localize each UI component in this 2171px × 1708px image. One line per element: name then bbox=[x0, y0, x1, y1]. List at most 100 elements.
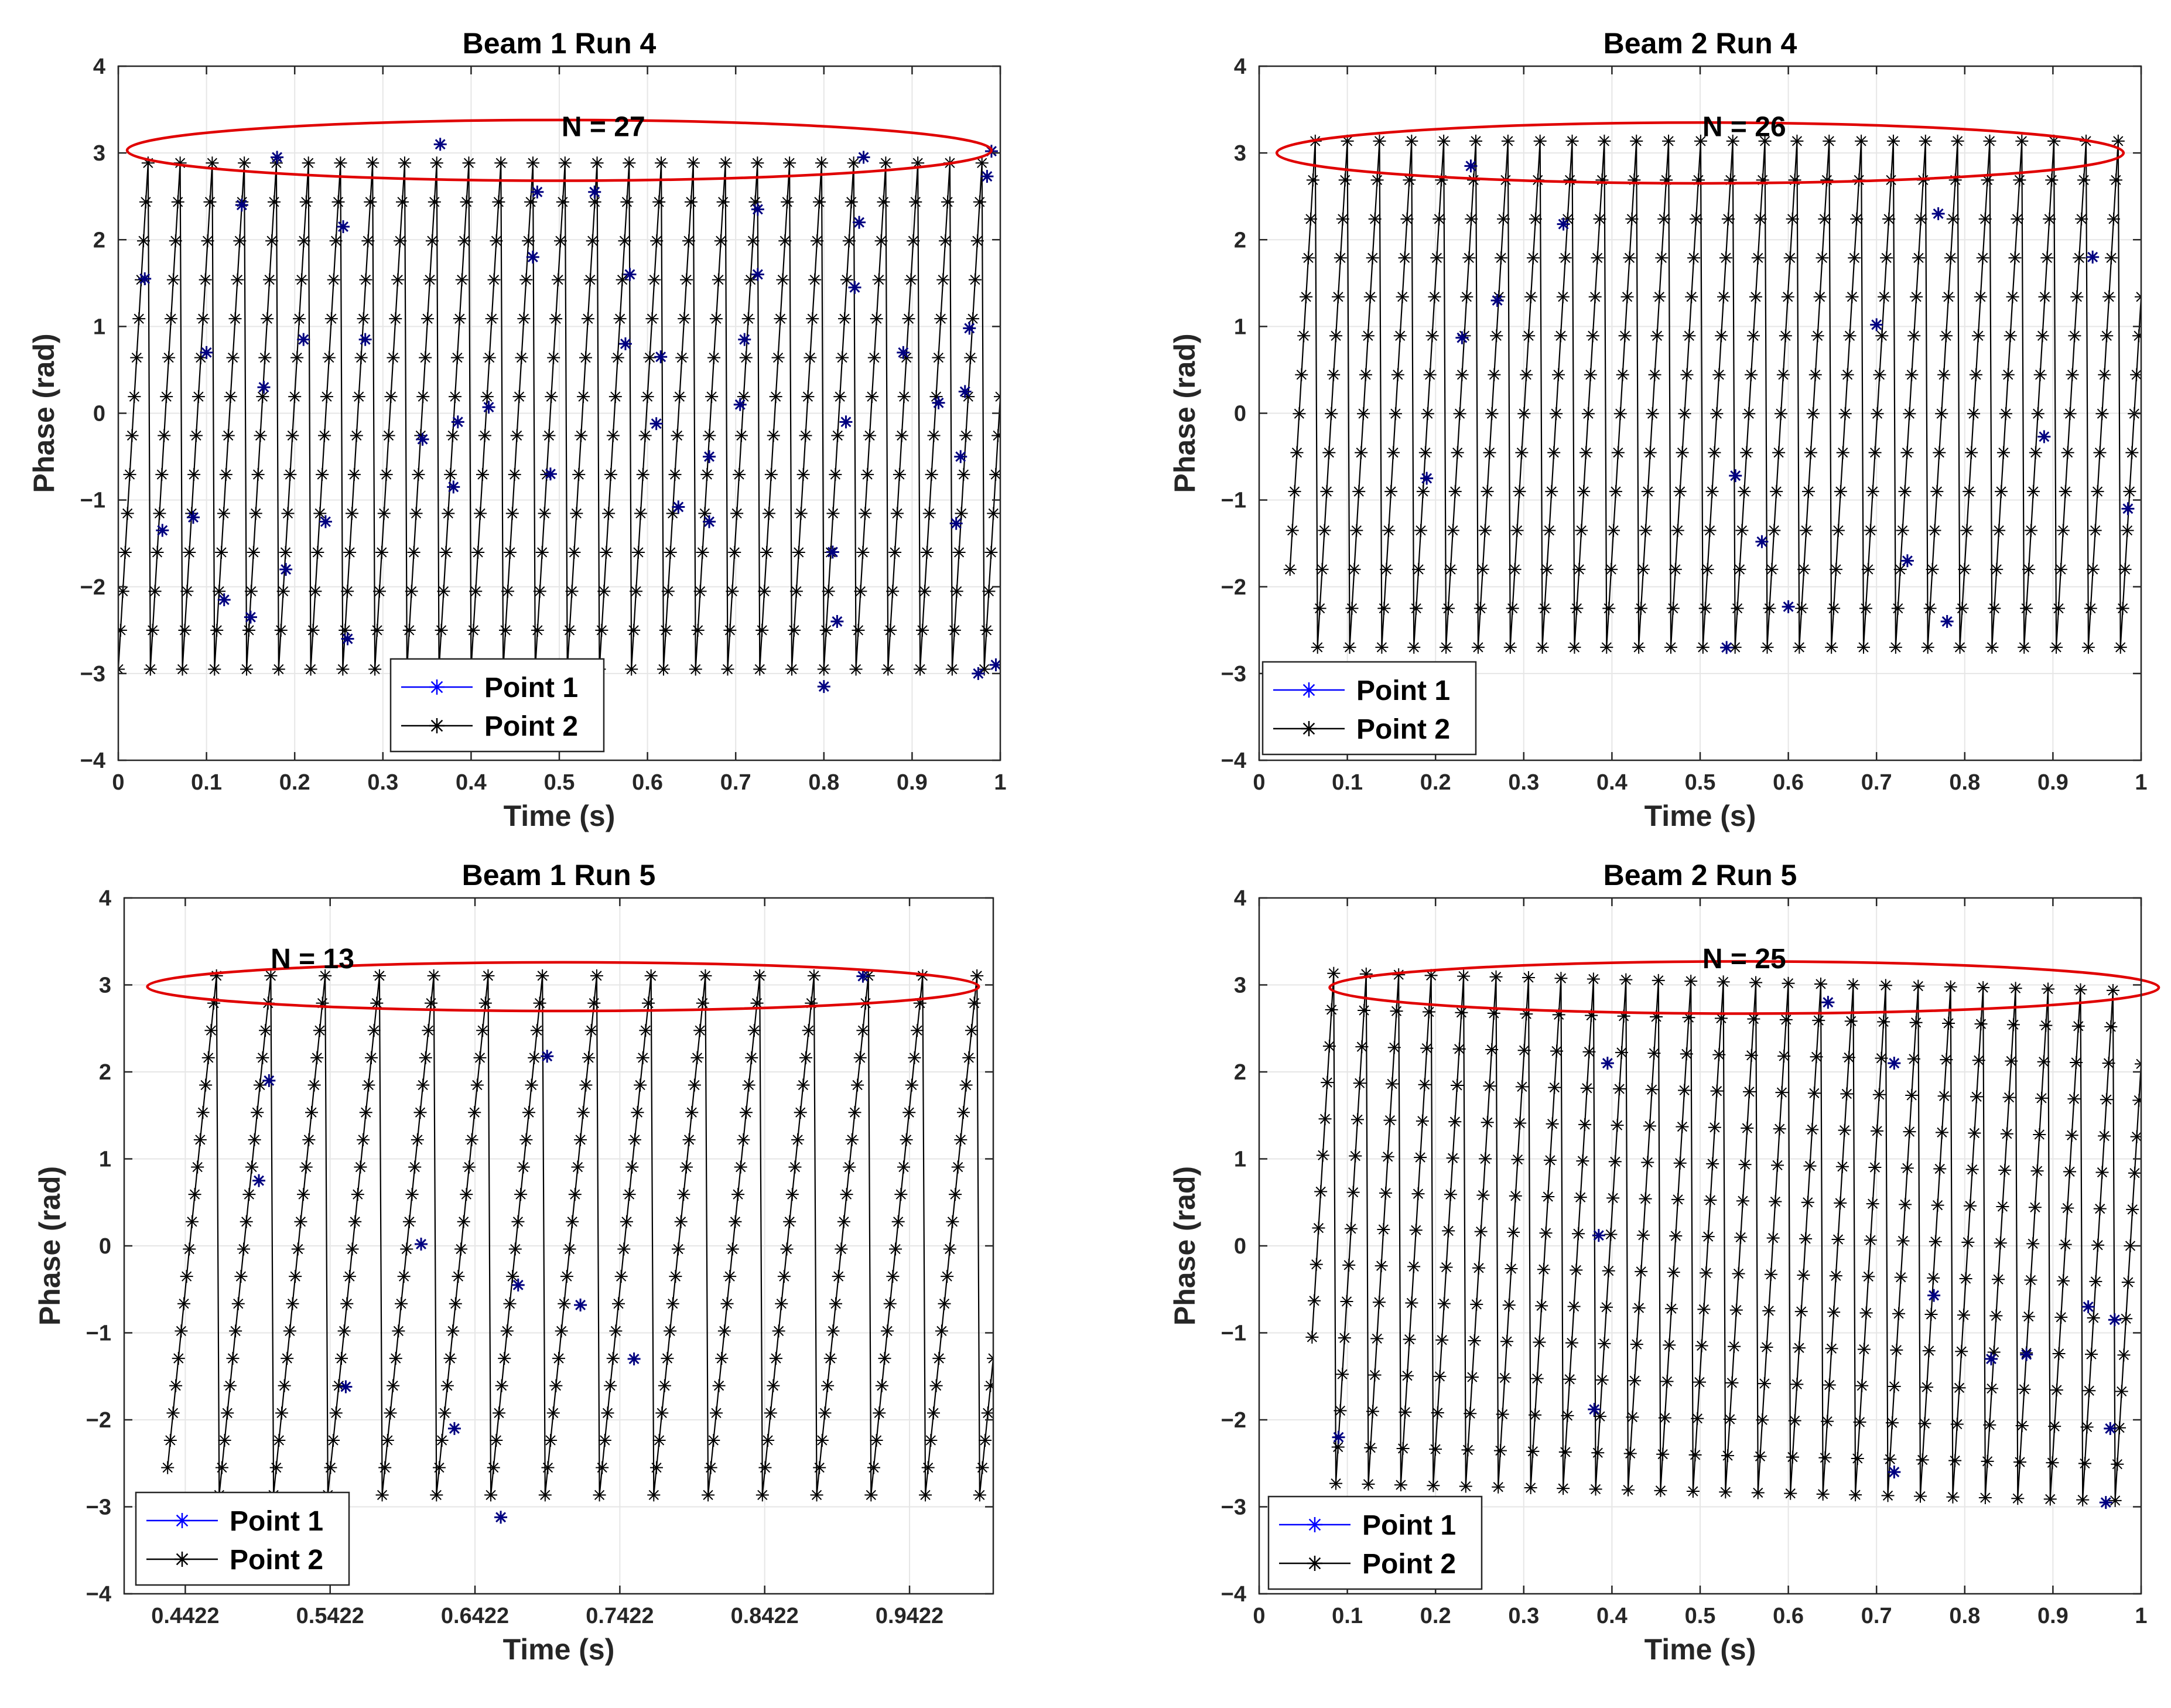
legend[interactable]: Point 1 Point 2 bbox=[389, 658, 605, 753]
point2-marker bbox=[478, 429, 491, 442]
point2-marker bbox=[2059, 485, 2072, 498]
point1-marker bbox=[1601, 1057, 1614, 1070]
point2-marker bbox=[567, 546, 581, 559]
legend-item-point-2[interactable]: Point 2 bbox=[1273, 714, 1450, 745]
point2-marker bbox=[449, 1297, 462, 1310]
point2-marker bbox=[1414, 524, 1427, 537]
point2-marker bbox=[1461, 1443, 1475, 1457]
legend[interactable]: Point 1 Point 2 bbox=[1267, 1495, 1483, 1590]
point2-marker bbox=[1548, 1081, 1561, 1094]
point2-marker bbox=[2052, 602, 2065, 615]
point2-marker bbox=[1391, 368, 1404, 381]
point2-marker bbox=[378, 1461, 392, 1474]
point2-marker bbox=[1366, 251, 1379, 265]
legend-item-point-2[interactable]: Point 2 bbox=[401, 711, 578, 742]
point2-marker bbox=[1658, 1411, 1671, 1425]
point2-marker bbox=[1903, 407, 1916, 421]
legend-item-point-1[interactable]: Point 1 bbox=[1273, 675, 1450, 706]
point2-marker bbox=[617, 1242, 631, 1256]
legend-item-point-2[interactable]: Point 2 bbox=[146, 1545, 323, 1576]
point1-marker bbox=[297, 333, 310, 346]
point2-marker bbox=[320, 390, 333, 404]
point2-marker bbox=[1680, 368, 1694, 381]
point2-marker bbox=[1576, 1154, 1589, 1168]
point2-marker bbox=[945, 662, 959, 676]
point2-marker bbox=[1414, 1150, 1427, 1164]
point2-marker bbox=[1706, 1157, 1719, 1170]
point1-marker bbox=[856, 969, 870, 983]
point2-marker bbox=[1563, 1372, 1577, 1386]
point2-marker bbox=[555, 1324, 568, 1338]
point2-marker bbox=[1606, 1191, 1620, 1205]
point2-marker bbox=[606, 429, 620, 442]
y-tick-label: −2 bbox=[1221, 1408, 1246, 1433]
legend[interactable]: Point 1 Point 2 bbox=[135, 1491, 350, 1586]
point2-marker bbox=[720, 1297, 734, 1310]
point2-marker bbox=[1423, 368, 1437, 381]
point2-marker bbox=[1508, 563, 1522, 576]
point2-marker bbox=[612, 1297, 625, 1310]
point2-marker bbox=[1565, 1336, 1578, 1350]
point2-marker bbox=[552, 273, 565, 286]
point2-marker bbox=[1820, 173, 1834, 187]
legend-marker-icon bbox=[1307, 1517, 1322, 1532]
point2-marker bbox=[2029, 446, 2042, 459]
point2-marker bbox=[1618, 329, 1632, 343]
point2-marker bbox=[1628, 1374, 1642, 1388]
point2-marker bbox=[2068, 329, 2081, 343]
point2-marker bbox=[1779, 329, 1792, 343]
tick-marks bbox=[1258, 897, 2142, 1595]
point2-marker bbox=[1653, 290, 1666, 303]
y-tick-label: −3 bbox=[1221, 1495, 1246, 1520]
legend-item-point-1[interactable]: Point 1 bbox=[1279, 1510, 1456, 1541]
point1-marker bbox=[200, 346, 213, 359]
point2-marker bbox=[2018, 641, 2031, 654]
point2-marker bbox=[755, 623, 769, 637]
legend-item-point-1[interactable]: Point 1 bbox=[401, 672, 578, 703]
point2-marker bbox=[1912, 251, 1926, 265]
x-axis-label: Time (s) bbox=[1645, 800, 1756, 832]
x-tick-label: 0.5 bbox=[1685, 770, 1716, 795]
point2-marker bbox=[1735, 524, 1749, 537]
point2-marker bbox=[1344, 1222, 1358, 1235]
point2-marker bbox=[1896, 524, 1909, 537]
point2-marker bbox=[318, 429, 331, 442]
point2-marker bbox=[1814, 977, 1827, 990]
point2-marker bbox=[1536, 641, 1549, 654]
point2-marker bbox=[1565, 134, 1579, 148]
point2-marker bbox=[794, 507, 808, 520]
point2-marker bbox=[848, 1106, 861, 1119]
point2-marker bbox=[1639, 1192, 1652, 1205]
point2-marker bbox=[1823, 134, 1836, 148]
point2-marker bbox=[1669, 563, 1682, 576]
legend[interactable]: Point 1 Point 2 bbox=[1261, 661, 1477, 756]
point2-marker bbox=[1336, 1368, 1349, 1381]
point2-marker bbox=[196, 1106, 210, 1119]
point2-marker bbox=[581, 312, 594, 326]
point2-marker bbox=[642, 996, 655, 1010]
legend-item-point-2[interactable]: Point 2 bbox=[1279, 1549, 1456, 1580]
point2-marker bbox=[1770, 485, 1783, 498]
legend-item-point-1[interactable]: Point 1 bbox=[146, 1506, 323, 1537]
point2-marker bbox=[1753, 1450, 1767, 1463]
point2-marker bbox=[405, 585, 418, 598]
point2-marker bbox=[1756, 173, 1769, 187]
point2-marker bbox=[1683, 329, 1696, 343]
point2-marker bbox=[1873, 368, 1886, 381]
point2-marker bbox=[1355, 446, 1368, 459]
point2-marker bbox=[2100, 329, 2114, 343]
point2-marker bbox=[173, 156, 187, 170]
point2-marker bbox=[2116, 602, 2129, 615]
point2-marker bbox=[2091, 485, 2104, 498]
x-tick-label: 1 bbox=[2135, 770, 2147, 795]
point2-marker bbox=[593, 1488, 606, 1502]
point2-marker bbox=[549, 312, 563, 326]
point2-marker bbox=[611, 351, 624, 364]
y-tick-label: 3 bbox=[1234, 973, 1246, 998]
point1-marker bbox=[271, 151, 284, 164]
point2-marker bbox=[1784, 1487, 1797, 1500]
point2-marker bbox=[1370, 1332, 1384, 1345]
point2-marker bbox=[1421, 407, 1434, 421]
point2-marker bbox=[1619, 973, 1633, 986]
point2-marker bbox=[1818, 1451, 1832, 1464]
